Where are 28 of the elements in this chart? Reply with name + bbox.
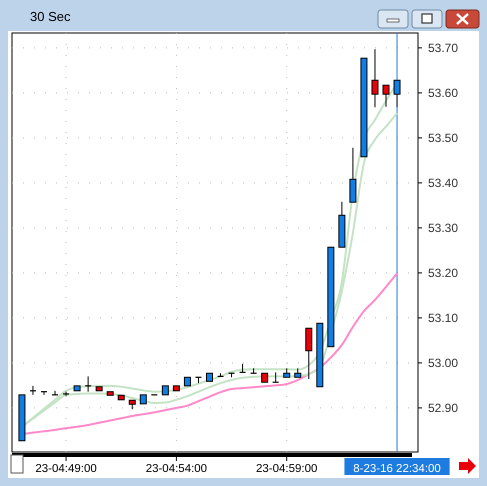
- candlestick: [261, 372, 268, 383]
- candlestick: [349, 147, 356, 203]
- candlestick: [382, 84, 390, 108]
- x-tick-label: 23-04:54:00: [146, 463, 208, 475]
- y-tick-label: 53.40: [428, 176, 458, 190]
- y-tick-label: 53.10: [428, 311, 458, 326]
- x-tick-label: 8-23-16 22:34:00: [353, 463, 441, 475]
- candlestick: [294, 368, 302, 378]
- candlestick: [162, 385, 169, 396]
- y-tick-label: 53.50: [428, 131, 458, 146]
- y-tick-label: 53.20: [428, 266, 458, 280]
- y-tick-label: 53.70: [428, 41, 458, 56]
- candlestick: [29, 385, 37, 396]
- chart-title: 30 Sec: [30, 9, 71, 24]
- candlestick: [140, 394, 147, 404]
- y-tick-label: 53.60: [428, 86, 458, 100]
- candlestick: [283, 368, 290, 378]
- candlestick: [371, 48, 378, 108]
- candlestick: [272, 372, 280, 383]
- x-tick-label: 23-04:59:00: [256, 463, 318, 475]
- candlestick: [394, 80, 401, 108]
- y-tick-label: 53.30: [428, 221, 458, 236]
- candlestick: [305, 328, 312, 380]
- x-tick-label: 23-04:49:00: [35, 463, 97, 475]
- candlestick: [128, 400, 136, 410]
- y-tick-label: 52.90: [428, 401, 458, 416]
- y-tick-label: 53.00: [428, 356, 458, 370]
- candlestick: [84, 376, 92, 392]
